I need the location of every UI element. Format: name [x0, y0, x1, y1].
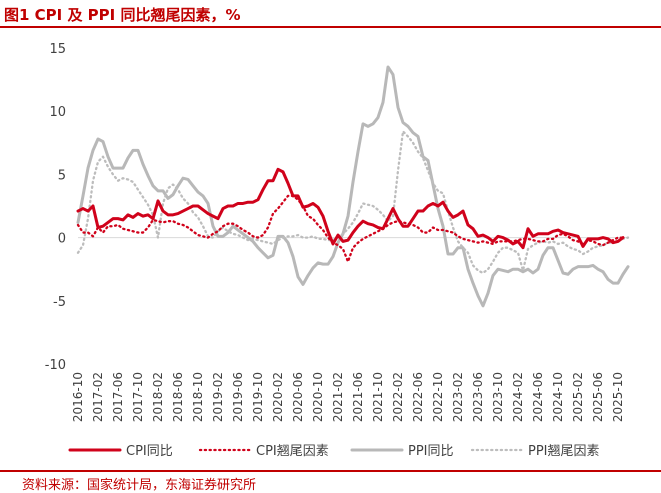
x-tick-label: 2020-06	[291, 372, 305, 422]
x-tick-label: 2018-06	[171, 372, 185, 422]
legend-label: PPI翘尾因素	[528, 444, 600, 459]
x-tick-label: 2019-06	[231, 372, 245, 422]
x-tick-label: 2019-02	[211, 372, 225, 422]
x-tick-label: 2017-02	[91, 372, 105, 422]
legend-label: PPI同比	[408, 444, 454, 459]
x-tick-label: 2021-02	[331, 372, 345, 422]
x-tick-label: 2020-10	[311, 372, 325, 422]
series-line	[76, 130, 630, 275]
x-tick-label: 2024-02	[511, 372, 525, 422]
x-tick-label: 2022-10	[431, 372, 445, 422]
x-tick-label: 2017-06	[111, 372, 125, 422]
x-tick-label: 2018-02	[151, 372, 165, 422]
source-rule	[0, 470, 661, 472]
chart-title: 图1 CPI 及 PPI 同比翘尾因素，%	[4, 6, 241, 24]
x-tick-label: 2024-06	[531, 372, 545, 422]
x-tick-label: 2018-10	[191, 372, 205, 422]
x-tick-label: 2023-10	[491, 372, 505, 422]
x-tick-label: 2025-06	[591, 372, 605, 422]
x-tick-label: 2019-10	[251, 372, 265, 422]
source-note: 资料来源：国家统计局，东海证券研究所	[22, 478, 257, 493]
y-tick-label: -5	[53, 295, 66, 310]
series-line	[76, 167, 625, 250]
x-tick-label: 2023-02	[451, 372, 465, 422]
x-tick-label: 2020-02	[271, 372, 285, 422]
legend-label: CPI同比	[126, 444, 173, 459]
x-tick-label: 2022-02	[391, 372, 405, 422]
title-rule	[0, 26, 661, 28]
x-tick-label: 2016-10	[71, 372, 85, 422]
x-tick-label: 2024-10	[551, 372, 565, 422]
y-tick-label: 5	[58, 168, 66, 183]
x-tick-label: 2025-02	[571, 372, 585, 422]
series-line	[76, 194, 625, 263]
y-tick-label: -10	[45, 358, 66, 373]
y-tick-label: 0	[58, 232, 66, 247]
x-tick-label: 2021-10	[371, 372, 385, 422]
y-tick-label: 10	[49, 105, 66, 120]
series-line	[76, 65, 630, 308]
x-tick-label: 2021-06	[351, 372, 365, 422]
x-tick-label: 2017-10	[131, 372, 145, 422]
legend-label: CPI翘尾因素	[256, 444, 329, 459]
y-tick-label: 15	[49, 42, 66, 57]
x-tick-label: 2023-06	[471, 372, 485, 422]
x-tick-label: 2025-10	[611, 372, 625, 422]
x-tick-label: 2022-06	[411, 372, 425, 422]
